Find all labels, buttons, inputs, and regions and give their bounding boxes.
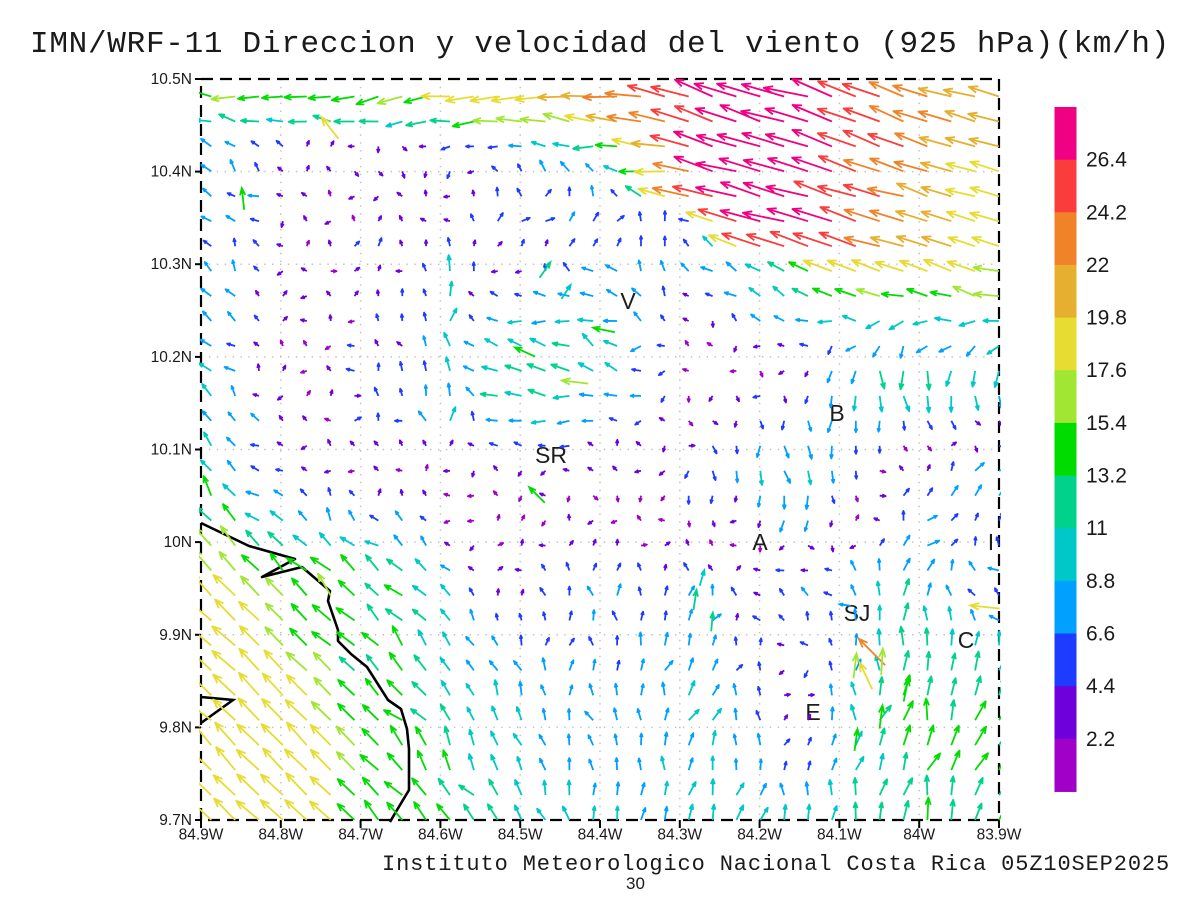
svg-text:84.9W: 84.9W	[179, 827, 224, 844]
svg-text:C: C	[958, 627, 975, 653]
svg-text:84.5W: 84.5W	[498, 827, 543, 844]
svg-text:10.1N: 10.1N	[151, 442, 192, 459]
svg-text:84.8W: 84.8W	[258, 827, 303, 844]
svg-text:2.2: 2.2	[1086, 728, 1115, 751]
svg-text:24.2: 24.2	[1086, 201, 1127, 224]
svg-text:9.7N: 9.7N	[159, 812, 192, 829]
svg-text:E: E	[805, 699, 820, 725]
svg-text:10.4N: 10.4N	[151, 164, 192, 181]
svg-text:SJ: SJ	[844, 600, 871, 626]
svg-text:84W: 84W	[903, 827, 935, 844]
svg-text:10N: 10N	[164, 534, 192, 551]
svg-text:9.9N: 9.9N	[159, 627, 192, 644]
svg-text:84.6W: 84.6W	[418, 827, 463, 844]
svg-text:10.3N: 10.3N	[151, 256, 192, 273]
svg-text:26.4: 26.4	[1086, 149, 1127, 172]
svg-text:10.5N: 10.5N	[151, 71, 192, 88]
svg-text:I: I	[988, 529, 994, 555]
svg-text:13.2: 13.2	[1086, 465, 1127, 488]
svg-text:4.4: 4.4	[1086, 675, 1116, 698]
svg-text:83.9W: 83.9W	[977, 827, 1022, 844]
svg-text:6.6: 6.6	[1086, 623, 1115, 646]
svg-text:17.6: 17.6	[1086, 359, 1127, 382]
svg-text:15.4: 15.4	[1086, 412, 1127, 435]
svg-text:A: A	[752, 529, 768, 555]
svg-text:11: 11	[1086, 517, 1108, 540]
svg-text:9.8N: 9.8N	[159, 719, 192, 736]
svg-text:B: B	[829, 400, 844, 426]
svg-text:V: V	[620, 288, 636, 314]
svg-text:19.8: 19.8	[1086, 307, 1127, 330]
svg-text:84.1W: 84.1W	[817, 827, 862, 844]
svg-text:84.7W: 84.7W	[338, 827, 383, 844]
svg-text:10.2N: 10.2N	[151, 349, 192, 366]
svg-text:84.2W: 84.2W	[737, 827, 782, 844]
svg-text:84.4W: 84.4W	[578, 827, 623, 844]
svg-text:8.8: 8.8	[1086, 570, 1115, 593]
svg-text:22: 22	[1086, 254, 1109, 277]
svg-text:84.3W: 84.3W	[657, 827, 702, 844]
